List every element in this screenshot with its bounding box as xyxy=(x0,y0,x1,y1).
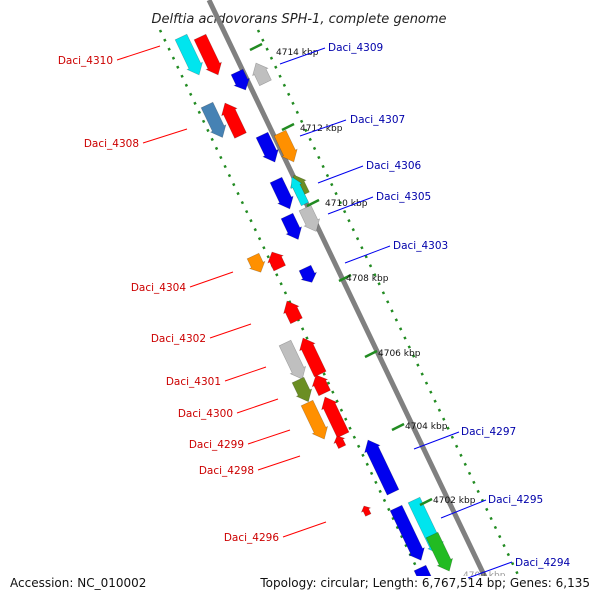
gene-label-daci-4309: Daci_4309 xyxy=(328,42,383,54)
gene-label-daci-4303: Daci_4303 xyxy=(393,240,448,252)
tick-label: 4706 kbp xyxy=(378,349,421,359)
gene-daci-4300-a xyxy=(291,376,313,403)
tick-label: 4700 kbp xyxy=(463,571,506,581)
gene-daci-4308-a xyxy=(200,101,227,138)
gene-label-daci-4296: Daci_4296 xyxy=(224,532,280,544)
gene-daci-4299 xyxy=(321,396,350,439)
gene-features xyxy=(174,33,454,576)
gene-daci-4304 xyxy=(267,251,286,272)
gene-daci-4305 xyxy=(280,212,303,240)
map-title: Delftia acidovorans SPH-1, complete geno… xyxy=(151,12,446,27)
gene-daci-4310-a xyxy=(174,33,203,76)
gene-label-daci-4295: Daci_4295 xyxy=(488,494,543,506)
tick-label: 4702 kbp xyxy=(433,496,476,506)
right-leader-lines xyxy=(279,47,513,579)
gene-daci-4310 xyxy=(193,33,222,76)
scale-ticks xyxy=(249,42,457,576)
gene-daci-4308 xyxy=(221,102,247,139)
gene-daci-4307-b xyxy=(273,129,298,163)
gene-label-daci-4305: Daci_4305 xyxy=(376,191,431,203)
gene-label-daci-4302: Daci_4302 xyxy=(151,333,206,345)
gene-daci-4300 xyxy=(311,374,331,397)
gene-daci-4301 xyxy=(299,337,327,378)
gene-daci-4307 xyxy=(255,131,279,163)
genome-stats-text: Topology: circular; Length: 6,767,514 bp… xyxy=(260,576,590,590)
gene-label-daci-4306: Daci_4306 xyxy=(366,160,422,172)
gene-label-daci-4307: Daci_4307 xyxy=(350,114,405,126)
gene-label-daci-4301: Daci_4301 xyxy=(166,376,221,388)
gene-label-daci-4294: Daci_4294 xyxy=(515,557,571,569)
genome-backbone xyxy=(206,0,488,576)
accession-text: Accession: NC_010002 xyxy=(10,576,147,590)
tick-label: 4704 kbp xyxy=(405,422,448,432)
gene-daci-4303 xyxy=(298,264,318,283)
gene-label-daci-4299: Daci_4299 xyxy=(189,439,244,451)
gene-label-daci-4304: Daci_4304 xyxy=(131,282,187,294)
left-leader-lines xyxy=(116,45,327,538)
tick-label: 4708 kbp xyxy=(346,274,389,284)
gene-daci-4298 xyxy=(333,435,347,450)
gene-label-daci-4310: Daci_4310 xyxy=(58,55,113,67)
gene-daci-4305-b xyxy=(298,204,321,232)
gene-daci-4301-a xyxy=(278,339,307,380)
tick-label: 4714 kbp xyxy=(276,48,319,58)
gene-daci-4304-a xyxy=(246,252,266,273)
gene-label-daci-4298: Daci_4298 xyxy=(199,465,254,477)
gene-label-daci-4308: Daci_4308 xyxy=(84,138,139,150)
gene-daci-4309 xyxy=(230,68,250,91)
gene-label-daci-4300: Daci_4300 xyxy=(178,408,233,420)
tick-label: 4710 kbp xyxy=(325,199,368,209)
gene-daci-4297 xyxy=(364,439,400,496)
gene-daci-4306-a xyxy=(269,176,294,210)
gene-daci-4306-c xyxy=(290,176,310,207)
gene-daci-4296 xyxy=(360,505,372,517)
gene-daci-4294 xyxy=(413,564,432,576)
gene-daci-4299-a xyxy=(300,399,329,440)
gene-daci-4302 xyxy=(283,300,303,325)
gene-label-daci-4297: Daci_4297 xyxy=(461,426,516,438)
gene-daci-4295-a xyxy=(389,504,425,561)
gene-daci-4295-c xyxy=(425,531,454,572)
gene-daci-4309-b xyxy=(252,62,272,87)
